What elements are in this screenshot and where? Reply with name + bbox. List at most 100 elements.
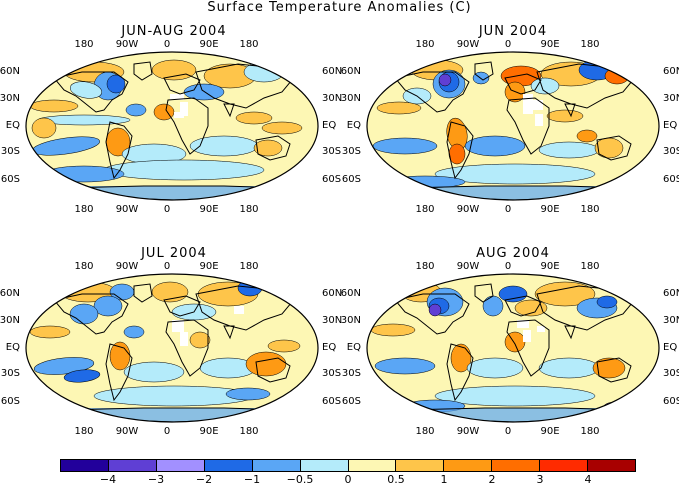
colorbar-swatch bbox=[252, 460, 301, 471]
contour-line bbox=[93, 295, 123, 317]
contour-line bbox=[450, 343, 472, 373]
lat-tick-eq: EQ bbox=[5, 342, 20, 353]
anomaly-region bbox=[539, 358, 599, 378]
lat-tick-30n: 30N bbox=[340, 315, 361, 326]
anomaly-region bbox=[577, 130, 597, 142]
anomaly-region bbox=[501, 66, 541, 86]
lon-tick-0: 0 bbox=[163, 261, 171, 272]
anomaly-region bbox=[94, 386, 254, 406]
india-outline bbox=[564, 103, 576, 118]
anomaly-region bbox=[126, 104, 146, 116]
anomaly-region bbox=[124, 326, 144, 338]
contour-line bbox=[31, 117, 57, 139]
anomaly-region bbox=[106, 128, 130, 156]
europe-outline bbox=[163, 73, 201, 95]
contour-line bbox=[514, 299, 548, 317]
lon-tick-180w: 180 bbox=[415, 39, 435, 50]
europe-outline bbox=[504, 73, 542, 95]
lon-tick-90w: 90W bbox=[115, 261, 139, 272]
colorbar-label: −4 bbox=[99, 473, 117, 486]
lat-tick-60n: 60N bbox=[663, 66, 679, 77]
colorbar-swatch bbox=[300, 460, 349, 471]
colorbar-label: −2 bbox=[195, 473, 213, 486]
contour-line bbox=[426, 287, 464, 317]
map-border bbox=[25, 273, 319, 423]
contour-line bbox=[592, 357, 626, 379]
contour-line bbox=[33, 357, 95, 375]
anomaly-region bbox=[104, 160, 264, 180]
contour-line bbox=[245, 351, 287, 377]
colorbar-label: 1 bbox=[440, 473, 448, 486]
contour-line bbox=[464, 135, 526, 157]
lat-tick-30n: 30N bbox=[322, 93, 343, 104]
anomaly-region bbox=[593, 358, 625, 378]
anomaly-region bbox=[449, 144, 465, 164]
lon-tick-180w: 180 bbox=[74, 261, 94, 272]
panel-title-jul: JUL 2004 bbox=[141, 246, 207, 261]
missing-data-patch bbox=[180, 102, 188, 116]
figure-title: Surface Temperature Anomalies (C) bbox=[207, 0, 472, 15]
india-outline bbox=[223, 103, 235, 118]
lat-tick-60s: 60S bbox=[322, 174, 342, 185]
colorbar-swatch bbox=[588, 460, 636, 471]
anomaly-region bbox=[499, 286, 527, 302]
contour-line bbox=[428, 303, 442, 317]
map-border bbox=[25, 51, 319, 201]
contour-line bbox=[261, 121, 303, 135]
colorbar-swatch bbox=[540, 460, 589, 471]
lon-tick-90e: 90E bbox=[540, 39, 560, 50]
lon-tick-90w: 90W bbox=[115, 204, 139, 215]
anomaly-region bbox=[122, 144, 186, 164]
anomaly-region bbox=[184, 84, 224, 100]
lat-tick-eq: EQ bbox=[322, 342, 337, 353]
contour-line bbox=[466, 357, 524, 379]
anomaly-region bbox=[94, 296, 122, 316]
colorbar-label: 0.5 bbox=[387, 473, 405, 486]
lon-tick-0: 0 bbox=[504, 261, 512, 272]
lat-tick-30n: 30N bbox=[0, 315, 20, 326]
lon-tick-180e: 180 bbox=[239, 261, 259, 272]
lat-tick-30s: 30S bbox=[663, 146, 679, 157]
lat-tick-eq: EQ bbox=[322, 120, 337, 131]
lat-tick-60n: 60N bbox=[0, 288, 20, 299]
anomaly-region bbox=[539, 142, 599, 158]
lat-tick-60n: 60N bbox=[0, 66, 20, 77]
greenland-outline bbox=[133, 283, 153, 303]
greenland-outline bbox=[474, 283, 494, 303]
anomaly-region bbox=[467, 358, 523, 378]
lat-tick-eq: EQ bbox=[5, 120, 20, 131]
lon-tick-0: 0 bbox=[163, 426, 171, 437]
colorbar-label: −1 bbox=[243, 473, 261, 486]
contour-line bbox=[438, 73, 452, 87]
anomaly-region bbox=[595, 138, 623, 158]
colorbar-label: 3 bbox=[536, 473, 544, 486]
map-panel-jun bbox=[366, 51, 660, 201]
missing-data-patch bbox=[234, 306, 244, 314]
anomaly-region bbox=[38, 115, 130, 125]
contour-line bbox=[123, 361, 185, 383]
australia-outline bbox=[255, 135, 291, 161]
contour-line bbox=[576, 129, 598, 143]
lon-tick-180e: 180 bbox=[580, 204, 600, 215]
contour-line bbox=[106, 74, 126, 94]
panel-title-jja: JUN-AUG 2004 bbox=[121, 24, 227, 39]
colorbar bbox=[60, 459, 636, 472]
map-border bbox=[366, 273, 660, 423]
lon-tick-180e: 180 bbox=[239, 39, 259, 50]
map-panel-jja bbox=[25, 51, 319, 201]
anomaly-region bbox=[435, 164, 595, 184]
missing-data-patch bbox=[172, 320, 184, 332]
contour-line bbox=[189, 331, 211, 349]
contour-line bbox=[63, 369, 101, 383]
contour-line bbox=[151, 281, 189, 303]
anomaly-region bbox=[439, 74, 451, 86]
australia-outline bbox=[596, 135, 632, 161]
africa-outline bbox=[165, 97, 209, 155]
contour-line bbox=[434, 163, 596, 185]
contour-line bbox=[432, 69, 466, 99]
colorbar-label: 0 bbox=[344, 473, 352, 486]
lon-tick-0: 0 bbox=[504, 39, 512, 50]
lon-tick-90w: 90W bbox=[115, 39, 139, 50]
lat-tick-60s: 60S bbox=[0, 396, 20, 407]
colorbar-swatch bbox=[156, 460, 205, 471]
